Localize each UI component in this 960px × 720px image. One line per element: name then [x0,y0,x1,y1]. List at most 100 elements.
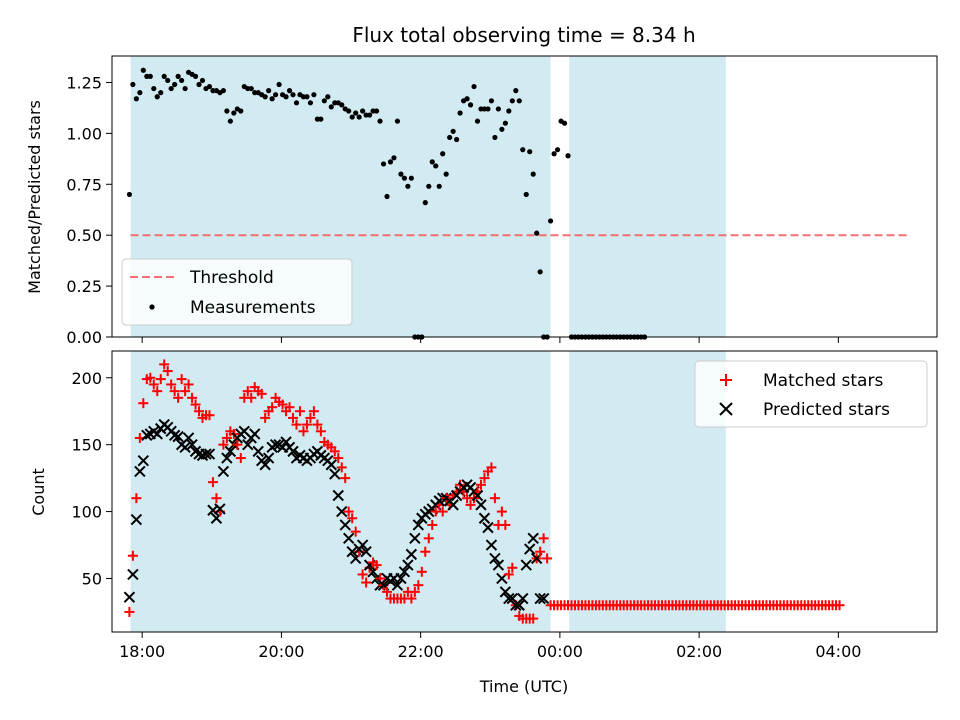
matched-star-marker [427,519,438,530]
measurement-point [168,85,174,92]
measurement-point [471,83,477,90]
predicted-star-marker [398,566,411,578]
predicted-star-marker [395,572,407,585]
matched-star-marker [371,560,382,571]
measurement-point [565,153,571,159]
measurement-point [516,98,522,104]
measurement-point [520,147,526,153]
measurement-point [133,96,139,102]
measurement-point [161,73,167,79]
predicted-star-marker [447,499,459,511]
matched-star-marker [301,419,312,430]
measurement-point [502,120,508,126]
predicted-star-marker [489,552,501,565]
matched-star-marker [176,374,187,385]
measurement-point [356,114,362,120]
measurement-point [457,110,463,116]
matched-star-marker [246,392,257,403]
matched-star-marker [232,439,243,450]
measurement-point [366,112,373,118]
measurement-point [495,106,501,112]
matched-star-marker [350,526,361,537]
measurement-point [530,171,536,177]
measurement-point [175,73,181,79]
measurement-point [179,77,185,84]
measurement-point [485,106,491,112]
measurement-point [509,98,515,104]
measurement-point [548,218,554,224]
matched-star-marker [183,379,194,390]
measurement-point [408,175,414,181]
predicted-star-marker [259,459,271,471]
bottom-x-tick-label-0: 18:00 [119,642,165,661]
top-y-tick-label-4: 1.00 [66,124,102,143]
matched-star-marker [294,406,305,417]
matched-star-marker [538,533,549,544]
top-axes-frame [111,55,938,338]
measurement-point [182,85,188,92]
measurement-point [551,151,557,157]
predicted-star-marker [224,445,237,458]
predicted-star-marker [475,499,487,511]
measurement-point [426,183,432,189]
matched-star-marker [124,606,135,617]
matched-star-marker [382,586,392,597]
measurement-point [196,81,202,88]
measurement-point [401,175,408,181]
measurement-point [537,269,543,275]
measurement-point [436,183,442,189]
matched-star-marker [298,426,309,437]
predicted-star-marker [409,532,421,545]
top-y-tick-label-0: 0.00 [66,328,102,347]
matched-star-marker [329,446,340,457]
measurement-point [349,114,355,120]
bottom-y-tick-label-1: 100 [71,503,102,522]
predicted-star-marker [130,513,143,526]
top-legend: Threshold Measurements [121,258,353,326]
matched-star-marker [291,419,302,430]
bottom-legend: Matched stars Predicted stars [694,360,928,428]
measurement-point [499,126,505,132]
matched-star-marker [284,402,295,413]
predicted-star-marker [537,592,550,605]
predicted-star-marker [527,532,539,545]
bottom-legend-box [694,360,928,428]
top-observing-window-1 [569,56,726,337]
measurement-point [224,108,230,114]
matched-star-marker [162,366,173,377]
measurement-point [422,200,428,206]
predicted-star-marker [329,468,341,480]
measurement-point [325,94,331,100]
legend-threshold-label: Threshold [189,268,274,288]
predicted-star-marker [391,579,404,591]
measurement-point [328,104,334,110]
top-y-tick-label-2: 0.50 [66,226,102,245]
top-y-tick-label-5: 1.25 [66,73,102,92]
bottom-y-tick-label-3: 200 [71,369,102,388]
matched-star-marker [406,593,417,604]
matched-star-marker [542,553,553,564]
predicted-star-marker [123,591,136,603]
predicted-star-marker [336,505,348,518]
measurement-point [147,73,153,79]
matched-star-marker [131,493,142,504]
measurement-point [394,118,401,124]
predicted-star-marker [262,452,275,464]
matched-star-marker [155,374,166,385]
legend-measurements-swatch [149,304,155,310]
measurement-point [440,151,446,157]
matched-star-marker [479,473,490,484]
matched-star-marker [235,453,246,464]
bottom-x-tick-label-4: 02:00 [676,642,722,661]
predicted-star-marker [412,519,425,531]
measurement-point [346,108,352,114]
matched-star-marker [357,569,368,580]
measurement-point [154,94,160,100]
matched-star-marker [486,462,497,473]
predicted-star-marker [134,465,146,478]
measurement-point [513,88,519,94]
predicted-star-marker [325,459,338,471]
measurement-point [527,149,533,155]
measurement-point [391,155,397,161]
count-plot: 50 100 150 200 18:00 20:00 22:00 00:00 02:00 04:0… [71,350,938,661]
